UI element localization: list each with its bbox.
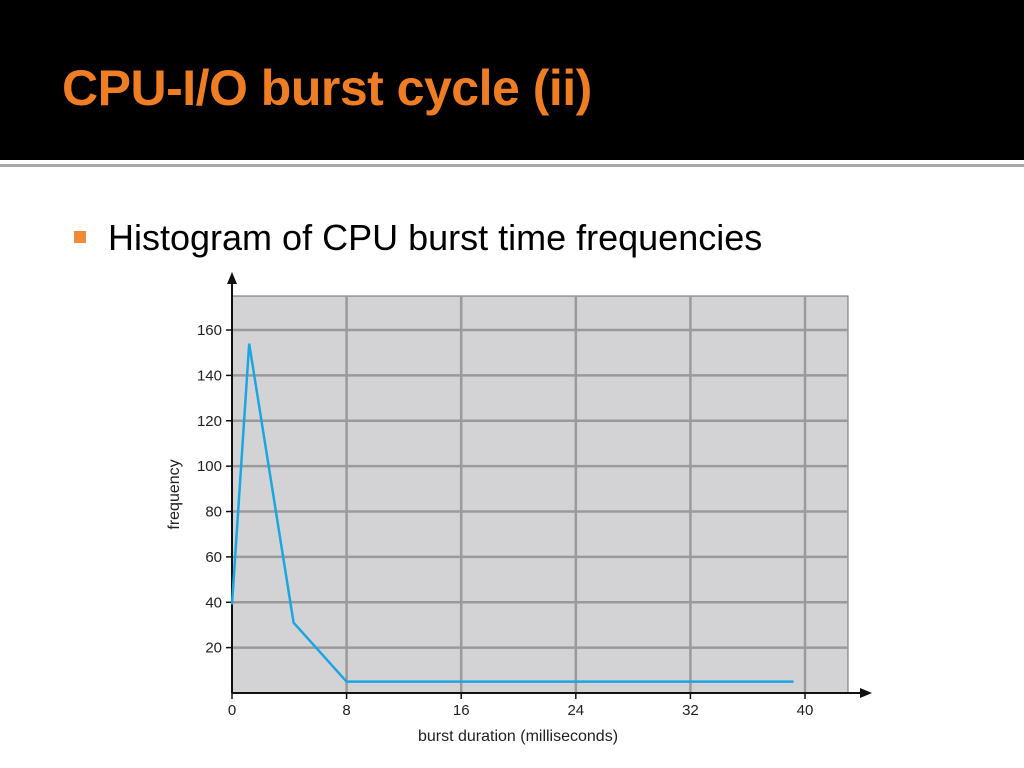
bullet-text: Histogram of CPU burst time frequencies: [108, 217, 763, 258]
y-tick-label: 160: [197, 322, 222, 339]
y-tick-label: 40: [205, 594, 222, 611]
y-axis-title: frequency: [166, 459, 183, 529]
slide-title: CPU-I/O burst cycle (ii): [62, 60, 592, 116]
x-tick-label: 32: [682, 702, 699, 719]
y-tick-label: 140: [197, 367, 222, 384]
title-divider: [0, 160, 1024, 164]
bullet-square-icon: [74, 231, 86, 243]
x-axis-arrow-icon: [860, 688, 872, 698]
title-divider-shadow: [0, 164, 1024, 167]
y-tick-label: 80: [205, 504, 222, 521]
y-tick-label: 100: [197, 458, 222, 475]
y-tick-label: 120: [197, 413, 222, 430]
plot-area: [231, 295, 849, 694]
x-tick-label: 24: [567, 702, 584, 719]
y-axis-arrow-icon: [227, 272, 237, 284]
x-tick-label: 16: [453, 702, 470, 719]
x-tick-label: 0: [228, 702, 236, 719]
x-tick-label: 40: [797, 702, 814, 719]
bullet-item: Histogram of CPU burst time frequencies: [74, 210, 762, 266]
title-bar: [0, 0, 1024, 160]
x-axis-title: burst duration (milliseconds): [418, 728, 618, 745]
x-tick-label: 8: [342, 702, 350, 719]
series-line: [230, 343, 794, 683]
y-tick-label: 20: [205, 640, 222, 657]
y-tick-label: 60: [205, 549, 222, 566]
